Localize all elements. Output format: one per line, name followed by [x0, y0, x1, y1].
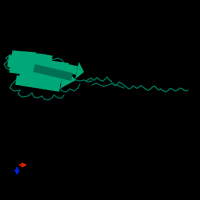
- Polygon shape: [61, 68, 76, 88]
- Polygon shape: [23, 52, 53, 64]
- Polygon shape: [19, 67, 63, 83]
- Polygon shape: [33, 64, 73, 81]
- Polygon shape: [55, 62, 78, 75]
- Polygon shape: [75, 62, 84, 79]
- Polygon shape: [12, 50, 36, 60]
- Polygon shape: [15, 75, 61, 92]
- Polygon shape: [7, 55, 69, 75]
- Polygon shape: [9, 61, 67, 81]
